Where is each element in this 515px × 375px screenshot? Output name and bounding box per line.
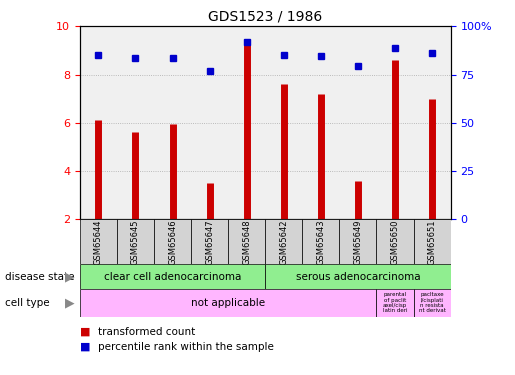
Bar bbox=[191, 219, 228, 264]
Text: GSM65648: GSM65648 bbox=[242, 219, 251, 265]
Bar bbox=[265, 219, 302, 264]
Text: GSM65647: GSM65647 bbox=[205, 219, 214, 265]
Text: parental
of paclit
axel/cisp
latin deri: parental of paclit axel/cisp latin deri bbox=[383, 292, 407, 314]
Text: GSM65651: GSM65651 bbox=[427, 219, 437, 265]
Bar bbox=[302, 219, 339, 264]
Text: ▶: ▶ bbox=[65, 270, 75, 283]
Text: ■: ■ bbox=[80, 342, 94, 352]
Text: GSM65642: GSM65642 bbox=[279, 219, 288, 265]
Text: GSM65650: GSM65650 bbox=[390, 219, 400, 265]
Bar bbox=[80, 264, 265, 289]
Text: disease state: disease state bbox=[5, 272, 75, 282]
Text: pacltaxe
l/cisplati
n resista
nt derivat: pacltaxe l/cisplati n resista nt derivat bbox=[419, 292, 445, 314]
Text: GSM65643: GSM65643 bbox=[316, 219, 325, 265]
Text: transformed count: transformed count bbox=[98, 327, 195, 337]
Bar bbox=[376, 289, 414, 317]
Bar bbox=[154, 219, 191, 264]
Bar bbox=[228, 219, 265, 264]
Title: GDS1523 / 1986: GDS1523 / 1986 bbox=[208, 10, 322, 24]
Text: clear cell adenocarcinoma: clear cell adenocarcinoma bbox=[104, 272, 241, 282]
Text: GSM65646: GSM65646 bbox=[168, 219, 177, 265]
Bar bbox=[80, 289, 376, 317]
Text: GSM65645: GSM65645 bbox=[131, 219, 140, 265]
Text: GSM65649: GSM65649 bbox=[353, 219, 363, 265]
Bar bbox=[376, 219, 414, 264]
Bar bbox=[80, 219, 117, 264]
Text: ▶: ▶ bbox=[65, 296, 75, 309]
Bar bbox=[414, 289, 451, 317]
Text: ■: ■ bbox=[80, 327, 94, 337]
Text: GSM65644: GSM65644 bbox=[94, 219, 103, 265]
Text: percentile rank within the sample: percentile rank within the sample bbox=[98, 342, 274, 352]
Text: not applicable: not applicable bbox=[191, 298, 265, 308]
Bar bbox=[265, 264, 451, 289]
Text: cell type: cell type bbox=[5, 298, 50, 308]
Text: serous adenocarcinoma: serous adenocarcinoma bbox=[296, 272, 420, 282]
Bar bbox=[414, 219, 451, 264]
Bar bbox=[339, 219, 376, 264]
Bar bbox=[117, 219, 154, 264]
